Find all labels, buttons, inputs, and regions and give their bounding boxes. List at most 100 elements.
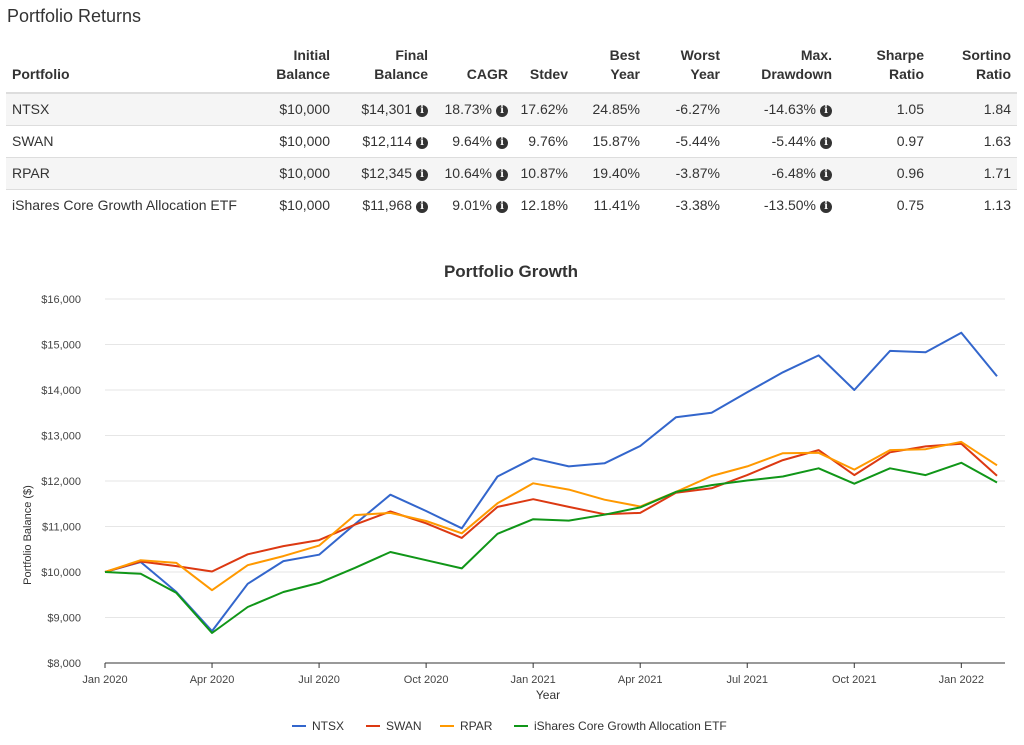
info-circle-icon[interactable]: i <box>820 201 832 213</box>
cell-sortino: 1.63 <box>930 125 1017 158</box>
col-header-stdev[interactable]: Stdev <box>514 42 574 94</box>
x-tick-label: Apr 2020 <box>190 674 235 686</box>
cell-sharpe: 0.75 <box>838 189 930 221</box>
cell-best-year: 19.40% <box>574 157 646 190</box>
legend-label: RPAR <box>460 719 493 733</box>
series-line-ishares-core-growth-allocation-etf[interactable] <box>104 461 998 634</box>
cell-initial-balance: $10,000 <box>258 125 336 158</box>
info-circle-icon[interactable]: i <box>496 169 508 181</box>
cell-final-balance: $11,968 i <box>336 189 434 221</box>
cell-best-year: 24.85% <box>574 92 646 126</box>
cell-max-drawdown: -6.48% i <box>726 157 838 190</box>
cell-cagr: 9.01% i <box>434 189 514 221</box>
table-header-row: Portfolio Initial Balance Final Balance CA… <box>6 42 1017 94</box>
legend-item[interactable]: NTSX <box>292 719 344 733</box>
info-circle-icon[interactable]: i <box>416 137 428 149</box>
legend-item[interactable]: RPAR <box>440 719 493 733</box>
cell-portfolio: RPAR <box>6 157 258 190</box>
y-tick-label: $11,000 <box>42 522 81 534</box>
x-tick-label: Jan 2021 <box>511 674 556 686</box>
info-circle-icon[interactable]: i <box>820 137 832 149</box>
info-circle-icon[interactable]: i <box>416 169 428 181</box>
info-circle-icon[interactable]: i <box>496 137 508 149</box>
x-tick-label: Apr 2021 <box>618 674 663 686</box>
x-tick-label: Jul 2021 <box>726 674 768 686</box>
cell-cagr: 18.73% i <box>434 92 514 126</box>
legend-label: iShares Core Growth Allocation ETF <box>534 719 727 733</box>
x-tick-label: Jan 2020 <box>82 674 127 686</box>
portfolio-growth-chart: Portfolio Growth $8,000 $9,000 $10,000 $11,… <box>22 262 1005 733</box>
cell-portfolio: iShares Core Growth Allocation ETF <box>6 189 258 221</box>
info-circle-icon[interactable]: i <box>820 169 832 181</box>
x-tick-label: Jan 2022 <box>939 674 984 686</box>
cell-worst-year: -3.38% <box>646 189 726 221</box>
col-header-sortino-ratio[interactable]: Sortino Ratio <box>930 42 1017 94</box>
cell-cagr: 9.64% i <box>434 125 514 158</box>
table-row: NTSX $10,000 $14,301 i 18.73% i 17.62% 24.… <box>6 92 1017 126</box>
col-header-worst-year[interactable]: Worst Year <box>646 42 726 94</box>
col-header-initial-balance[interactable]: Initial Balance <box>258 42 336 94</box>
cell-initial-balance: $10,000 <box>258 157 336 190</box>
col-header-cagr[interactable]: CAGR <box>434 42 514 94</box>
col-header-sharpe-ratio[interactable]: Sharpe Ratio <box>838 42 930 94</box>
cell-max-drawdown: -13.50% i <box>726 189 838 221</box>
cell-stdev: 10.87% <box>514 157 574 190</box>
cell-stdev: 12.18% <box>514 189 574 221</box>
y-tick-label: $8,000 <box>47 658 81 670</box>
table-row: iShares Core Growth Allocation ETF $10,0… <box>6 189 1017 221</box>
col-header-final-balance[interactable]: Final Balance <box>336 42 434 94</box>
x-axis-label: Year <box>536 688 560 702</box>
chart-title: Portfolio Growth <box>444 262 578 281</box>
cell-portfolio: SWAN <box>6 125 258 158</box>
cell-worst-year: -3.87% <box>646 157 726 190</box>
legend-item[interactable]: SWAN <box>366 719 422 733</box>
cell-best-year: 11.41% <box>574 189 646 221</box>
portfolio-returns-table: Portfolio Initial Balance Final Balance CA… <box>6 42 1017 221</box>
x-tick-label: Jul 2020 <box>298 674 340 686</box>
series-line-ntsx[interactable] <box>104 331 998 633</box>
y-tick-label: $12,000 <box>41 476 81 488</box>
legend-item[interactable]: iShares Core Growth Allocation ETF <box>514 719 727 733</box>
cell-sharpe: 1.05 <box>838 92 930 126</box>
info-circle-icon[interactable]: i <box>416 105 428 117</box>
col-header-portfolio[interactable]: Portfolio <box>6 42 258 94</box>
info-circle-icon[interactable]: i <box>496 105 508 117</box>
cell-sharpe: 0.97 <box>838 125 930 158</box>
info-circle-icon[interactable]: i <box>820 105 832 117</box>
cell-final-balance: $12,114 i <box>336 125 434 158</box>
y-tick-label: $13,000 <box>41 431 81 443</box>
info-circle-icon[interactable]: i <box>496 201 508 213</box>
cell-best-year: 15.87% <box>574 125 646 158</box>
cell-max-drawdown: -14.63% i <box>726 92 838 126</box>
cell-stdev: 17.62% <box>514 92 574 126</box>
cell-portfolio: NTSX <box>6 92 258 126</box>
cell-worst-year: -5.44% <box>646 125 726 158</box>
cell-initial-balance: $10,000 <box>258 189 336 221</box>
table-row: RPAR $10,000 $12,345 i 10.64% i 10.87% 19.… <box>6 157 1017 190</box>
cell-final-balance: $12,345 i <box>336 157 434 190</box>
col-header-max-drawdown[interactable]: Max. Drawdown <box>726 42 838 94</box>
cell-final-balance: $14,301 i <box>336 92 434 126</box>
y-tick-label: $15,000 <box>41 340 81 352</box>
cell-sortino: 1.13 <box>930 189 1017 221</box>
legend-label: NTSX <box>312 719 344 733</box>
legend-label: SWAN <box>386 719 422 733</box>
table-row: SWAN $10,000 $12,114 i 9.64% i 9.76% 15.87… <box>6 125 1017 158</box>
x-tick-label: Oct 2021 <box>832 674 877 686</box>
cell-sortino: 1.71 <box>930 157 1017 190</box>
cell-max-drawdown: -5.44% i <box>726 125 838 158</box>
series-line-swan[interactable] <box>104 442 998 573</box>
series-line-rpar[interactable] <box>104 440 998 592</box>
y-tick-label: $10,000 <box>41 567 81 579</box>
y-tick-label: $9,000 <box>47 613 81 625</box>
info-circle-icon[interactable]: i <box>416 201 428 213</box>
cell-initial-balance: $10,000 <box>258 92 336 126</box>
y-tick-label: $16,000 <box>41 294 81 306</box>
cell-worst-year: -6.27% <box>646 92 726 126</box>
col-header-best-year[interactable]: Best Year <box>574 42 646 94</box>
cell-cagr: 10.64% i <box>434 157 514 190</box>
page-title: Portfolio Returns <box>7 6 142 26</box>
x-tick-label: Oct 2020 <box>404 674 449 686</box>
cell-sortino: 1.84 <box>930 92 1017 126</box>
y-axis-label: Portfolio Balance ($) <box>22 485 34 585</box>
